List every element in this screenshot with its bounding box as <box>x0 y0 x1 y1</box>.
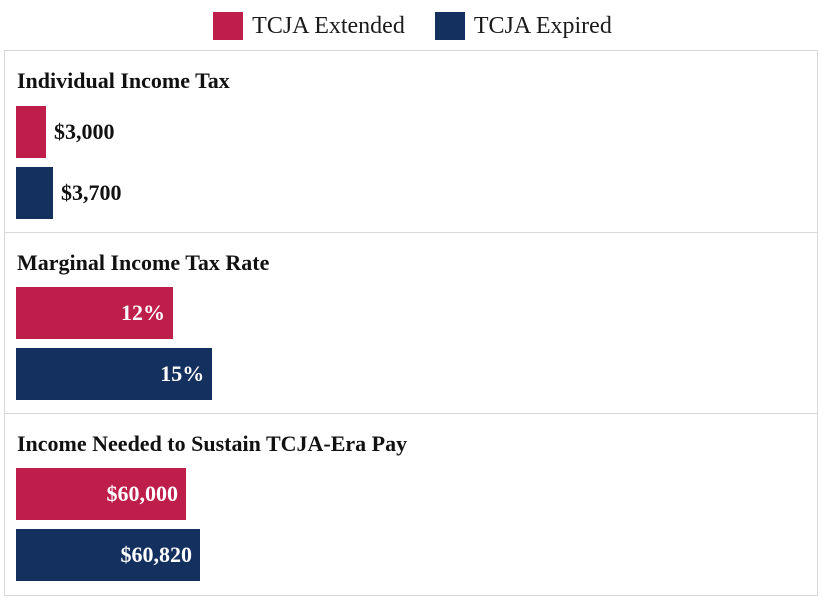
bar-value-label: $3,700 <box>61 180 122 205</box>
bar-tcja-extended <box>16 287 173 339</box>
bar-tcja-expired <box>16 348 213 400</box>
bar-tcja-expired <box>16 167 53 219</box>
panel-title: Marginal Income Tax Rate <box>17 250 270 275</box>
legend-swatch-tcja-extended <box>213 12 244 40</box>
legend-swatch-tcja-expired <box>434 12 465 40</box>
bar-value-label: 15% <box>160 361 205 386</box>
panel-marginal-income-tax-rate: Marginal Income Tax Rate 12% 15% <box>5 233 817 414</box>
panel-title: Individual Income Tax <box>17 68 230 93</box>
bar-tcja-extended <box>16 106 46 158</box>
bar-value-label: $60,820 <box>120 542 192 567</box>
panel-income-needed: Income Needed to Sustain TCJA-Era Pay $6… <box>5 414 817 595</box>
panel-individual-income-tax: Individual Income Tax $3,000 $3,700 <box>5 51 817 233</box>
legend: TCJA Extended TCJA Expired <box>0 10 825 42</box>
chart-panels: Individual Income Tax $3,000 $3,700 Marg… <box>4 50 818 596</box>
panel-title: Income Needed to Sustain TCJA-Era Pay <box>17 431 408 456</box>
bar-value-label: 12% <box>121 300 165 325</box>
bar-value-label: $3,000 <box>54 119 115 144</box>
legend-label-tcja-extended: TCJA Extended <box>252 13 405 39</box>
bar-tcja-expired <box>16 529 200 581</box>
legend-label-tcja-expired: TCJA Expired <box>473 13 612 39</box>
legend-item-tcja-expired: TCJA Expired <box>434 12 612 40</box>
legend-item-tcja-extended: TCJA Extended <box>213 12 405 40</box>
bar-tcja-extended <box>16 468 186 520</box>
bar-value-label: $60,000 <box>106 481 179 506</box>
